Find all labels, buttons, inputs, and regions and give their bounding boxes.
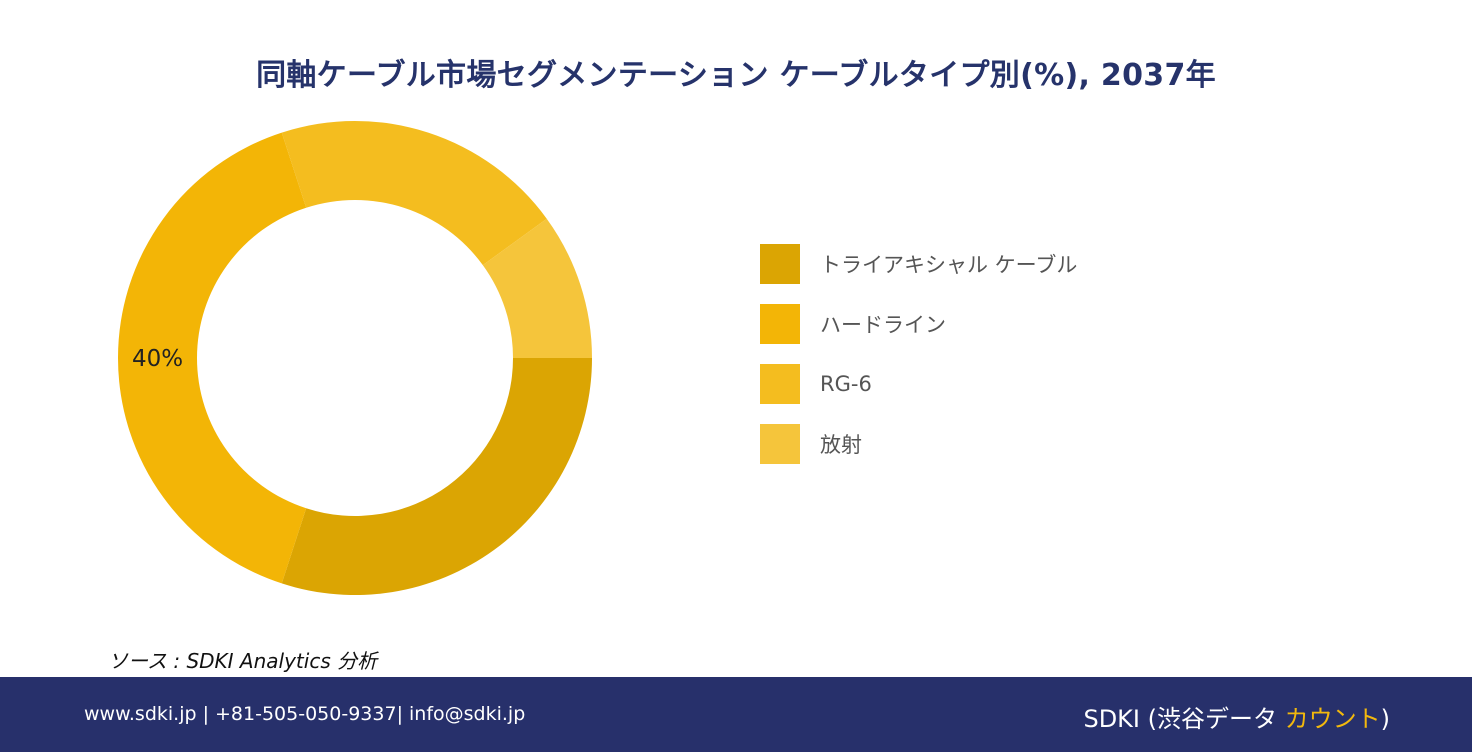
donut-slice-0 <box>281 358 592 595</box>
legend-swatch <box>760 304 800 344</box>
donut-slice-1 <box>118 132 307 584</box>
chart-title: 同軸ケーブル市場セグメンテーション ケーブルタイプ別(%), 2037年 <box>256 58 1216 93</box>
brand-suffix: ) <box>1380 705 1390 733</box>
footer-brand: SDKI (渋谷データ カウント) <box>1083 699 1390 734</box>
source-note: ソース : SDKI Analytics 分析 <box>108 649 378 673</box>
legend-label: 放射 <box>820 433 862 457</box>
data-label-1: 40% <box>132 346 183 372</box>
legend-item-hardline: ハードライン <box>760 304 1077 344</box>
legend-swatch <box>760 244 800 284</box>
legend-label: RG-6 <box>820 372 872 396</box>
footer-contact: www.sdki.jp | +81-505-050-9337| info@sdk… <box>84 703 526 725</box>
legend: トライアキシャル ケーブル ハードライン RG-6 放射 <box>760 244 1077 484</box>
donut-slice-2 <box>281 121 547 266</box>
legend-label: トライアキシャル ケーブル <box>820 253 1078 277</box>
legend-swatch <box>760 424 800 464</box>
brand-accent: カウント <box>1284 705 1381 733</box>
footer-bar: www.sdki.jp | +81-505-050-9337| info@sdk… <box>0 677 1472 752</box>
legend-label: ハードライン <box>820 313 946 337</box>
legend-item-triaxial: トライアキシャル ケーブル <box>760 244 1077 284</box>
legend-item-rg6: RG-6 <box>760 364 1077 404</box>
legend-swatch <box>760 364 800 404</box>
donut-slice-3 <box>482 218 592 358</box>
donut-chart: 40% <box>118 121 592 595</box>
brand-prefix: SDKI (渋谷データ <box>1083 705 1285 733</box>
legend-item-radiating: 放射 <box>760 424 1077 464</box>
